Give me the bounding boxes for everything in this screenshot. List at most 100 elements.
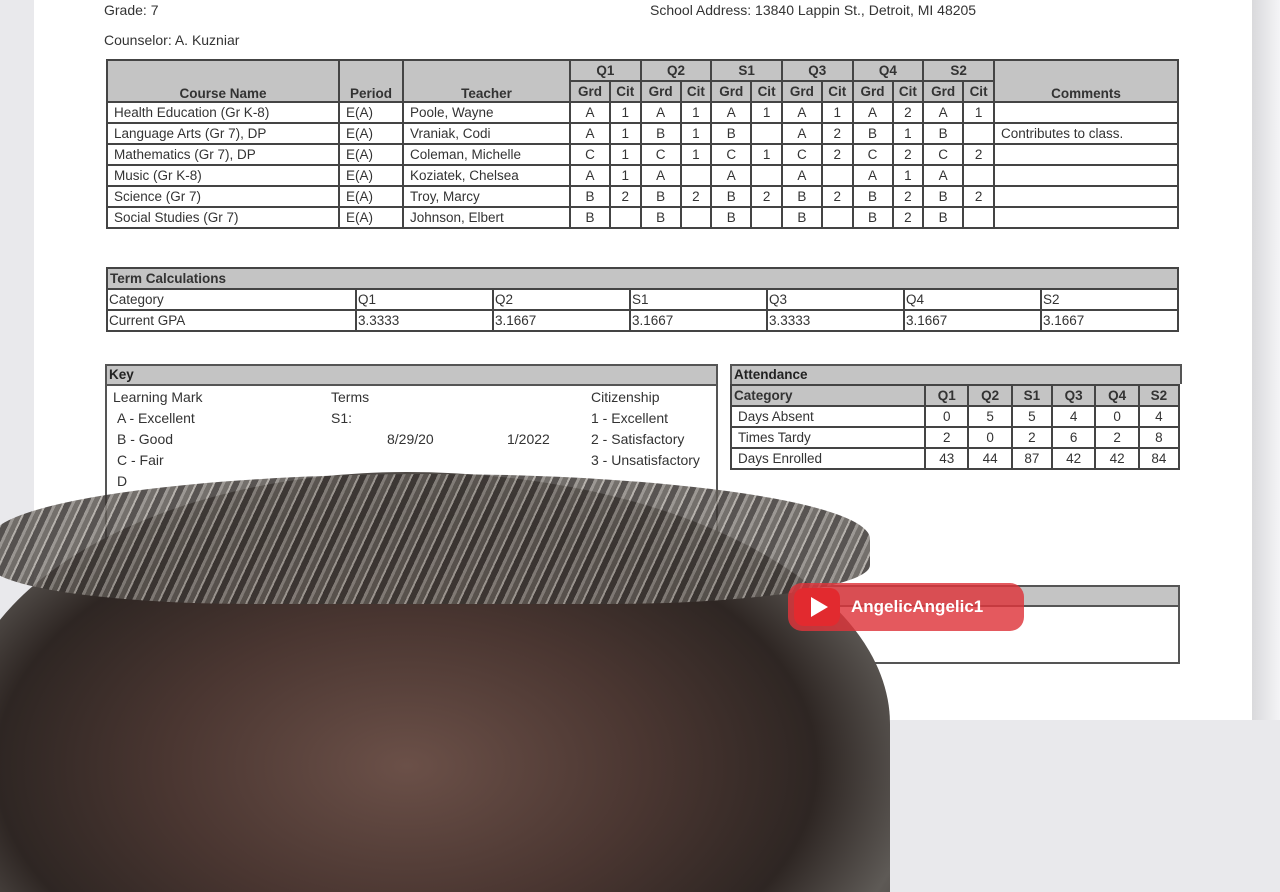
attendance-value: 2	[1094, 426, 1140, 449]
grade-mark: B	[851, 206, 894, 229]
attendance-header: S2	[1137, 384, 1181, 407]
grade-mark: A	[780, 101, 823, 124]
webcam-hair-overlay	[0, 474, 870, 604]
grade-mark: B	[780, 206, 823, 229]
comment	[993, 206, 1179, 229]
citizenship-mark	[679, 164, 713, 187]
category-cell: Current GPA	[106, 309, 357, 332]
grade-mark: A	[780, 164, 823, 187]
citizenship-subheader: Cit	[679, 80, 713, 103]
citizenship-mark: 1	[962, 101, 995, 124]
citizenship-mark: 1	[750, 143, 783, 166]
grade-mark: B	[569, 185, 611, 208]
teacher-header: Teacher	[402, 59, 571, 103]
grade-mark: B	[710, 122, 753, 145]
course-name: Music (Gr K-8)	[106, 164, 340, 187]
gpa-cell: Q1	[355, 288, 494, 311]
citizenship-mark: 2	[750, 185, 783, 208]
citizenship-mark: 2	[820, 185, 854, 208]
grade-mark: A	[639, 164, 682, 187]
term-header: S1	[710, 59, 783, 82]
grade-mark: A	[569, 122, 611, 145]
citizenship-mark	[750, 122, 783, 145]
grade-mark: A	[922, 164, 965, 187]
citizenship-subheader: Cit	[820, 80, 854, 103]
period: E(A)	[338, 122, 404, 145]
attendance-row: Times Tardy 2 0 2 6 2 8	[730, 426, 1181, 449]
grade-mark: B	[710, 206, 753, 229]
gpa-cell: Q4	[903, 288, 1042, 311]
grade-subheader: Grd	[922, 80, 965, 103]
grade-label: Grade: 7	[104, 2, 159, 18]
citizenship-subheader: Cit	[750, 80, 783, 103]
grade-mark: A	[851, 164, 894, 187]
citizenship-item: 2 - Satisfactory	[591, 431, 685, 447]
attendance-title: Attendance	[732, 366, 1180, 384]
comment	[993, 185, 1179, 208]
citizenship-title: Citizenship	[591, 389, 660, 405]
course-name: Mathematics (Gr 7), DP	[106, 143, 340, 166]
citizenship-mark: 2	[891, 101, 925, 124]
grade-mark: B	[922, 185, 965, 208]
period: E(A)	[338, 185, 404, 208]
learning-mark-item: A - Excellent	[117, 410, 195, 426]
attendance-value: 42	[1050, 447, 1097, 470]
course-row: Health Education (Gr K-8) E(A) Poole, Wayn…	[106, 101, 1179, 124]
attendance-value: 42	[1094, 447, 1140, 470]
citizenship-subheader: Cit	[891, 80, 925, 103]
grade-mark: C	[780, 143, 823, 166]
citizenship-mark: 2	[891, 206, 925, 229]
attendance-value: 0	[923, 405, 970, 428]
citizenship-mark: 1	[891, 164, 925, 187]
course-name-header: Course Name	[106, 59, 340, 103]
term-calculations-title: Term Calculations	[106, 267, 1179, 290]
attendance-value: 4	[1050, 405, 1097, 428]
gpa-header: Category Q1 Q2 S1 Q3 Q4 S2	[106, 288, 1179, 311]
course-name: Social Studies (Gr 7)	[106, 206, 340, 229]
course-row: Music (Gr K-8) E(A) Koziatek, Chelsea A 1 A A A…	[106, 164, 1179, 187]
attendance-value: 8	[1137, 426, 1181, 449]
attendance-value: 0	[967, 426, 1013, 449]
gpa-cell: 3.1667	[903, 309, 1042, 332]
citizenship-mark: 1	[608, 122, 642, 145]
grade-mark: A	[922, 101, 965, 124]
attendance-table: Category Q1 Q2 S1 Q3 Q4 S2 Days Absent 0 5 5 4 0 4 Tim…	[730, 384, 1181, 470]
citizenship-mark	[750, 164, 783, 187]
gpa-row: Current GPA 3.3333 3.1667 3.1667 3.3333 3.166…	[106, 309, 1179, 332]
channel-name: AngelicAngelic1	[851, 597, 984, 616]
learning-mark-item: D	[117, 473, 128, 489]
grade-mark: C	[922, 143, 965, 166]
attendance-header: Q1	[923, 384, 970, 407]
period: E(A)	[338, 164, 404, 187]
school-address: School Address: 13840 Lappin St., Detroi…	[650, 2, 977, 18]
attendance-title-bar: Attendance	[730, 364, 1182, 384]
category-cell: Category	[106, 288, 357, 311]
attendance-value: 0	[1094, 405, 1140, 428]
citizenship-item: 3 - Unsatisfactory	[591, 452, 700, 468]
citizenship-mark	[820, 164, 854, 187]
grades-table: Course Name Period Teacher Q1 Q2 S1 Q3 Q4 S2 Comm…	[106, 59, 1179, 229]
citizenship-mark: 2	[962, 185, 995, 208]
citizenship-subheader: Cit	[962, 80, 995, 103]
gpa-cell: 3.3333	[766, 309, 905, 332]
attendance-value: 44	[967, 447, 1013, 470]
grade-mark: C	[710, 143, 753, 166]
grade-mark: A	[780, 122, 823, 145]
grade-subheader: Grd	[639, 80, 682, 103]
title-row: Term Calculations	[106, 267, 1179, 290]
grade-mark: A	[639, 101, 682, 124]
term-header: Q3	[780, 59, 854, 82]
header-row: Course Name Period Teacher Q1 Q2 S1 Q3 Q4 S2 Comm…	[106, 59, 1179, 103]
attendance-value: 2	[1010, 426, 1053, 449]
attendance-header: Q2	[967, 384, 1013, 407]
grade-mark: C	[851, 143, 894, 166]
grade-subheader: Grd	[710, 80, 753, 103]
citizenship-mark: 1	[608, 143, 642, 166]
terms-dates: 8/29/20	[387, 431, 434, 447]
terms-dates: 1/2022	[507, 431, 550, 447]
citizenship-mark	[679, 206, 713, 229]
comment	[993, 164, 1179, 187]
attendance-value: 43	[923, 447, 970, 470]
grade-subheader: Grd	[569, 80, 611, 103]
key-title: Key	[107, 366, 716, 386]
